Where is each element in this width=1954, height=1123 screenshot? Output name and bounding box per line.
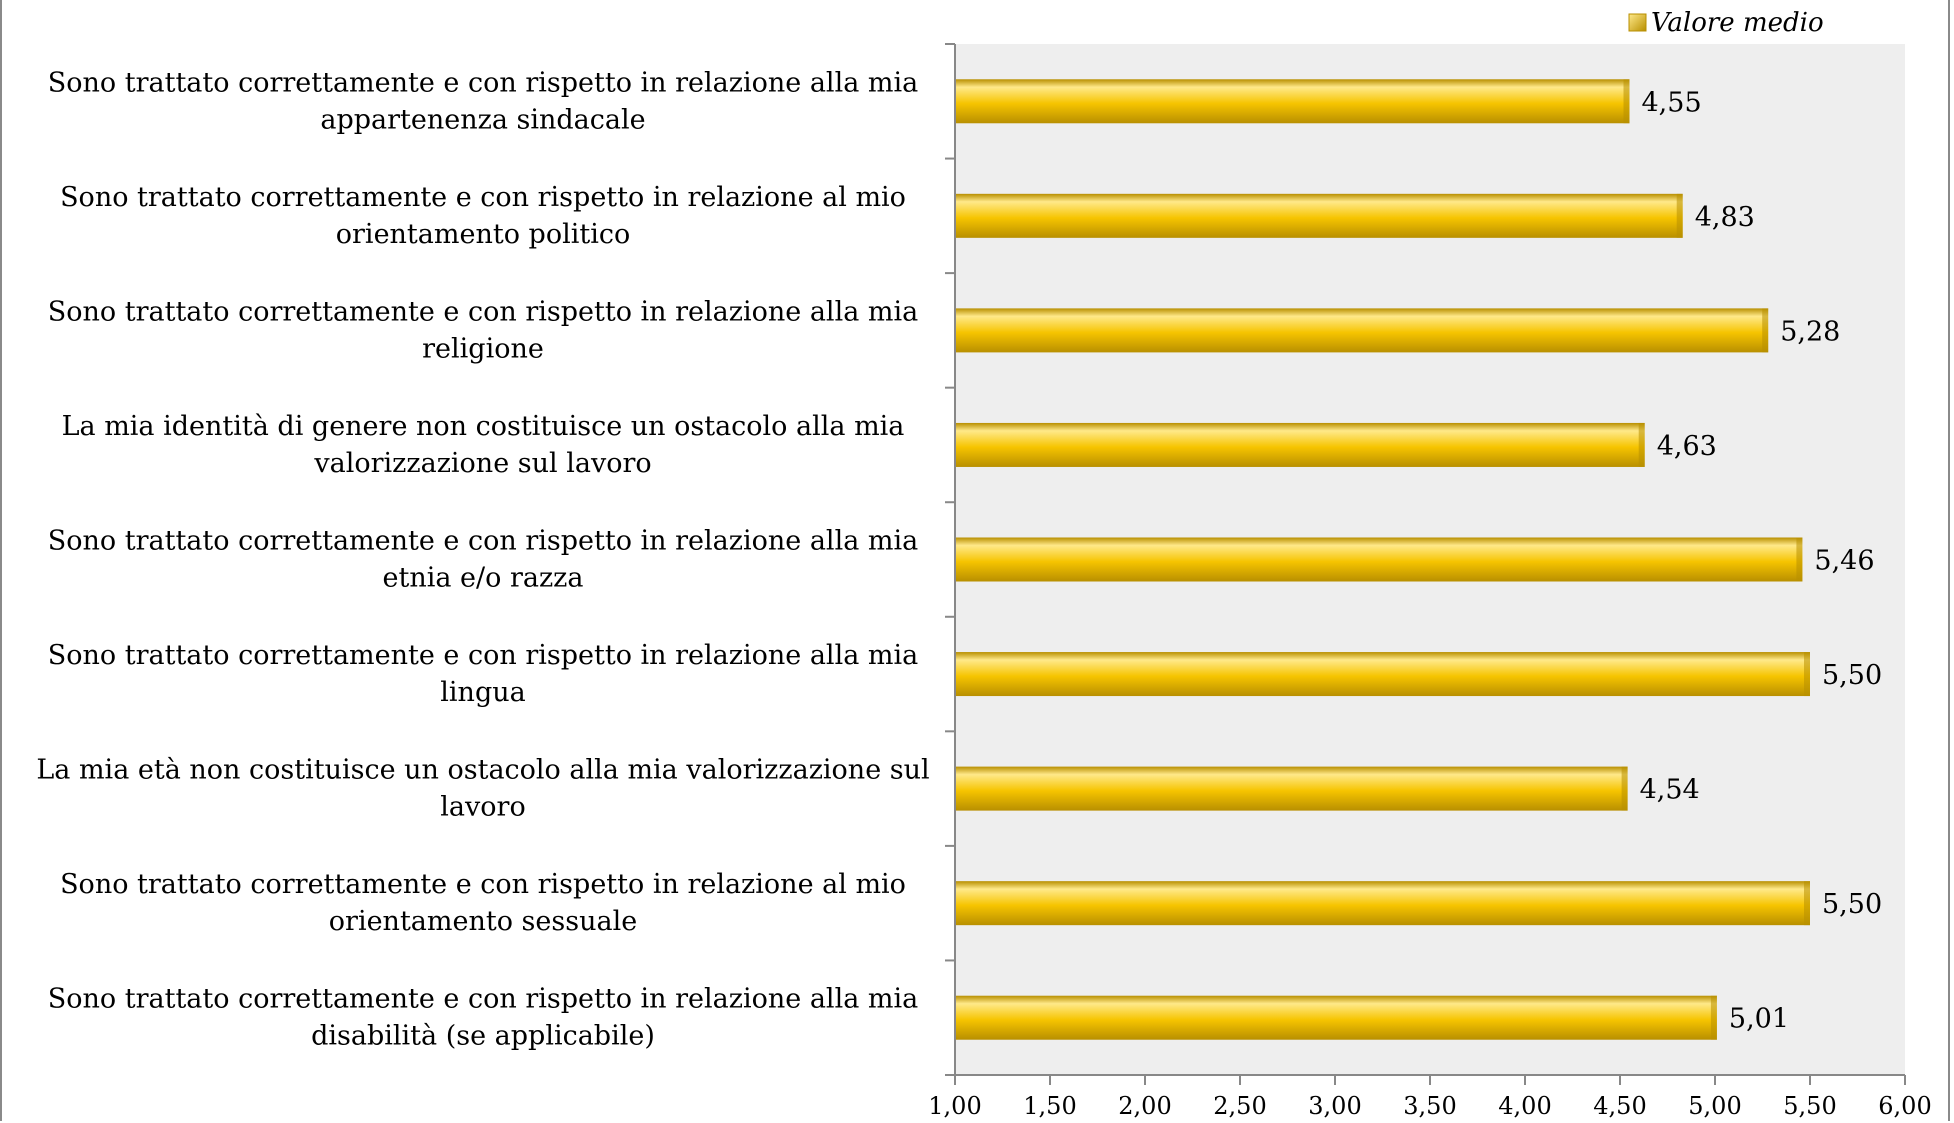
bar-value-label: 5,46 <box>1814 546 1874 577</box>
category-label: Sono trattato correttamente e con rispet… <box>48 67 918 135</box>
category-label-line: Sono trattato correttamente e con rispet… <box>48 984 918 1015</box>
bar-value-label: 4,83 <box>1695 202 1755 233</box>
bar-fill <box>955 537 1803 582</box>
bar-end-cap <box>1796 537 1803 582</box>
x-tick-label: 2,50 <box>1213 1092 1266 1120</box>
category-label: La mia identità di genere non costituisc… <box>62 411 905 479</box>
x-tick-label: 3,50 <box>1403 1092 1456 1120</box>
category-label-line: orientamento sessuale <box>329 906 637 937</box>
bar <box>955 308 1769 353</box>
bar-end-cap <box>1762 308 1769 353</box>
bar <box>955 193 1683 238</box>
category-label: La mia età non costituisce un ostacolo a… <box>36 755 929 823</box>
x-tick-label: 2,00 <box>1118 1092 1171 1120</box>
bar-fill <box>955 308 1769 353</box>
bar-fill <box>955 652 1810 697</box>
category-label-line: appartenenza sindacale <box>320 104 645 135</box>
category-label: Sono trattato correttamente e con rispet… <box>60 869 906 937</box>
bar-end-cap <box>1676 193 1683 238</box>
category-label-line: etnia e/o razza <box>383 563 584 594</box>
bar-fill <box>955 995 1717 1040</box>
legend-label: Valore medio <box>1651 8 1824 38</box>
bar <box>955 422 1645 467</box>
bars <box>955 79 1810 1040</box>
category-label-line: Sono trattato correttamente e con rispet… <box>48 67 918 98</box>
bar <box>955 652 1810 697</box>
category-label: Sono trattato correttamente e con rispet… <box>60 182 906 250</box>
bar-end-cap <box>1710 995 1717 1040</box>
x-tick-label: 4,00 <box>1498 1092 1551 1120</box>
bar-value-label: 5,28 <box>1780 316 1840 347</box>
category-label: Sono trattato correttamente e con rispet… <box>48 640 918 708</box>
category-label-line: lingua <box>440 677 525 708</box>
bar-end-cap <box>1623 79 1630 124</box>
bar-end-cap <box>1621 766 1628 811</box>
category-label-line: La mia identità di genere non costituisc… <box>62 411 905 442</box>
bar-value-label: 4,55 <box>1642 87 1702 118</box>
axes: 1,00 1,50 2,00 2,50 3,00 3,50 4,00 4,50 5,00 5,50… <box>928 43 1932 1120</box>
category-labels: Sono trattato correttamente e con rispet… <box>36 67 929 1051</box>
category-label-line: Sono trattato correttamente e con rispet… <box>48 296 918 327</box>
bar-fill <box>955 79 1630 124</box>
bar-value-label: 5,50 <box>1822 889 1882 920</box>
category-label: Sono trattato correttamente e con rispet… <box>48 526 918 594</box>
bar-value-label: 5,50 <box>1822 660 1882 691</box>
category-label-line: Sono trattato correttamente e con rispet… <box>48 526 918 557</box>
bar-fill <box>955 881 1810 926</box>
bar <box>955 766 1628 811</box>
category-label: Sono trattato correttamente e con rispet… <box>48 296 918 364</box>
bar-end-cap <box>1804 881 1810 926</box>
x-tick-label: 5,50 <box>1783 1092 1836 1120</box>
category-label-line: orientamento politico <box>336 219 630 250</box>
value-labels: 4,55 4,83 5,28 4,63 5,46 5,50 4,54 5,50 5,01 <box>1640 87 1883 1034</box>
bar-end-cap <box>1804 652 1810 697</box>
bar-fill <box>955 422 1645 467</box>
bar-value-label: 4,54 <box>1640 775 1700 806</box>
legend: Valore medio <box>1628 8 1824 38</box>
category-label-line: valorizzazione sul lavoro <box>313 448 651 479</box>
category-label-line: disabilità (se applicabile) <box>311 1021 655 1052</box>
bar-value-label: 4,63 <box>1657 431 1717 462</box>
bar <box>955 537 1803 582</box>
legend-swatch <box>1628 13 1647 32</box>
category-label: Sono trattato correttamente e con rispet… <box>48 984 918 1052</box>
bar-end-cap <box>1638 422 1645 467</box>
bar <box>955 995 1717 1040</box>
x-tick-label: 4,50 <box>1593 1092 1646 1120</box>
bar-fill <box>955 193 1683 238</box>
category-label-line: Sono trattato correttamente e con rispet… <box>48 640 918 671</box>
category-label-line: lavoro <box>440 792 525 823</box>
category-label-line: La mia età non costituisce un ostacolo a… <box>36 755 929 786</box>
category-label-line: Sono trattato correttamente e con rispet… <box>60 869 906 900</box>
category-label-line: Sono trattato correttamente e con rispet… <box>60 182 906 213</box>
bar-fill <box>955 766 1628 811</box>
bar-value-label: 5,01 <box>1729 1004 1789 1035</box>
x-tick-label: 1,00 <box>928 1092 981 1120</box>
bar <box>955 79 1630 124</box>
x-tick-label: 1,50 <box>1023 1092 1076 1120</box>
category-label-line: religione <box>422 333 544 364</box>
x-tick-label: 6,00 <box>1878 1092 1931 1120</box>
x-tick-label: 3,00 <box>1308 1092 1361 1120</box>
bar <box>955 881 1810 926</box>
x-tick-label: 5,00 <box>1688 1092 1741 1120</box>
